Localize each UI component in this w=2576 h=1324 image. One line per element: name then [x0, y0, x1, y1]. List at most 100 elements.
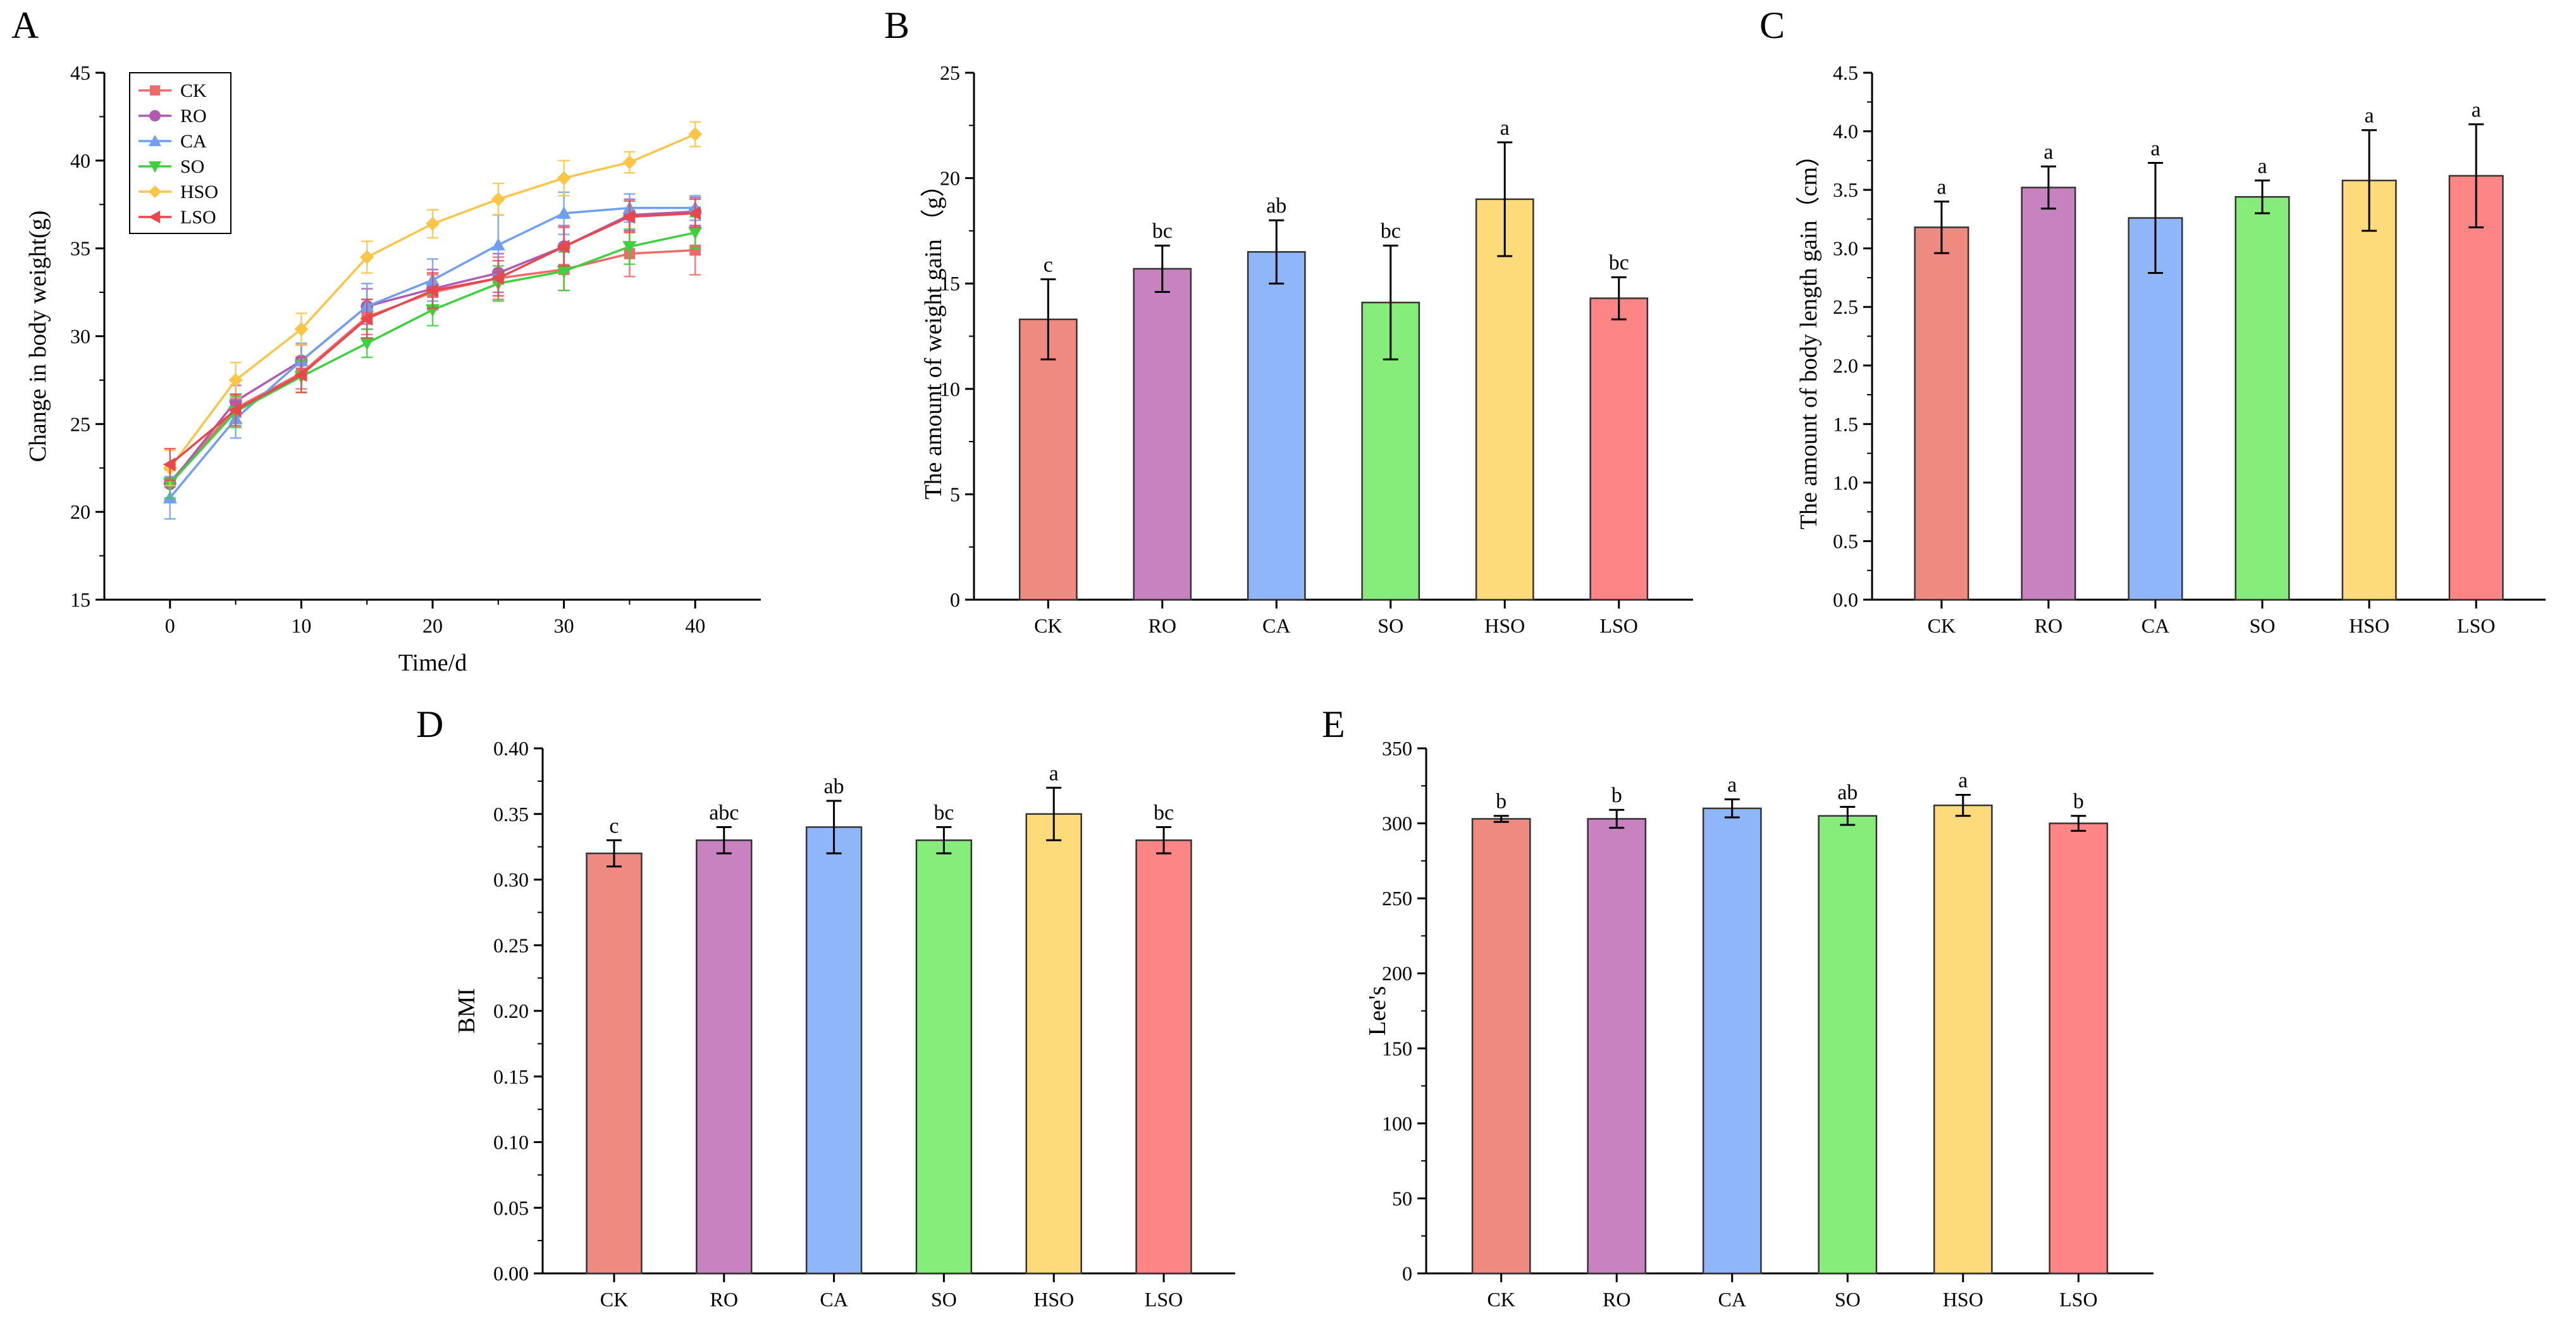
bar-so	[1818, 815, 1878, 1275]
legend-label: CA	[180, 131, 207, 152]
x-tick-label: LSO	[1599, 614, 1637, 637]
x-tick-label: RO	[710, 1288, 738, 1311]
marker-triangle-left	[491, 271, 504, 285]
x-tick-label: 20	[422, 614, 443, 637]
bar-ro	[2021, 187, 2076, 601]
x-tick-label: CA	[820, 1288, 847, 1311]
marker-triangle-left	[557, 239, 570, 254]
panel-D: D 0.00 0.05 0.10 0.15 0.20 0.25 0.30 0.35 0.40 BMI…	[416, 703, 1235, 1311]
y-axis-title: The amount of body length gain（cm）	[1796, 143, 1822, 529]
bar-ro	[1587, 818, 1647, 1275]
y-tick-label: 0.0	[1833, 588, 1858, 611]
legend-box	[129, 72, 231, 234]
bar-so	[2234, 195, 2290, 601]
marker-diamond	[622, 155, 637, 170]
marker-triangle-up	[557, 206, 571, 219]
y-tick-label: 5	[950, 483, 960, 505]
x-tick-label: RO	[1603, 1288, 1630, 1311]
x-tick-label: HSO	[1943, 1288, 1983, 1311]
x-tick-label: SO	[2250, 614, 2276, 637]
significance-letter: a	[2257, 154, 2267, 178]
y-tick-label: 0.25	[493, 934, 529, 956]
y-tick-label: 15	[70, 588, 90, 611]
bar-ck	[1914, 226, 1969, 601]
significance-letter: a	[1049, 762, 1059, 785]
marker-triangle-left	[360, 311, 373, 326]
bar-hso	[1475, 198, 1534, 601]
marker-diamond	[426, 216, 440, 231]
x-axis-title: Time/d	[398, 650, 467, 676]
y-tick-label: 350	[1382, 737, 1412, 760]
marker-square	[150, 85, 160, 96]
x-tick-label: CK	[600, 1288, 628, 1311]
y-tick-label: 4.0	[1833, 120, 1858, 143]
bar-ca	[2128, 217, 2183, 601]
marker-diamond	[557, 171, 571, 185]
marker-triangle-down	[557, 265, 571, 278]
y-tick-label: 0.5	[1833, 529, 1858, 552]
x-tick-label: 0	[165, 614, 175, 637]
marker-diamond	[294, 322, 309, 337]
y-tick-label: 0.15	[493, 1065, 529, 1088]
marker-triangle-down	[360, 337, 374, 350]
panel-C: C 0.0 0.5 1.0 1.5 2.0 2.5 3.0 3.5 4.0 4.5 The amoun…	[1759, 4, 2546, 637]
marker-triangle-up	[149, 135, 161, 146]
series-hso	[163, 121, 703, 486]
x-tick-label: CA	[1718, 1288, 1746, 1311]
y-tick-label: 25	[940, 61, 960, 84]
bar-lso	[2448, 175, 2504, 601]
marker-triangle-down	[149, 161, 161, 173]
panel-A: A 15 20 25 30 35 40 45 Change in body weight(g) 0…	[11, 4, 761, 676]
series-ro	[163, 196, 702, 500]
panel-B: B 0 5 10 15 20 25 The amount of weight gain （g）…	[884, 4, 1693, 637]
marker-triangle-down	[688, 226, 703, 240]
significance-letter: bc	[1152, 220, 1173, 243]
y-tick-label: 0.30	[493, 869, 529, 891]
significance-letter: b	[1496, 790, 1507, 814]
y-tick-label: 2.0	[1833, 354, 1858, 377]
series-lso	[163, 198, 701, 481]
significance-letter: c	[609, 814, 619, 838]
significance-letter: ab	[824, 775, 844, 798]
panel-letter: A	[11, 4, 39, 46]
y-tick-label: 4.5	[1833, 61, 1858, 84]
legend-label: HSO	[180, 182, 218, 202]
y-tick-label: 100	[1382, 1112, 1412, 1135]
y-tick-label: 300	[1382, 812, 1412, 835]
panel-letter: C	[1759, 4, 1785, 46]
y-axis-title: BMI	[453, 988, 480, 1034]
significance-letter: ab	[1837, 781, 1858, 804]
panel-E: E050100150200250300350Lee'sbCKbROaCAabSO…	[1322, 703, 2154, 1311]
x-tick-label: CK	[1928, 614, 1956, 637]
significance-letter: a	[1727, 774, 1737, 797]
y-tick-label: 3.0	[1833, 237, 1858, 260]
bar-ck	[1018, 318, 1078, 601]
panel-letter: B	[884, 4, 909, 46]
marker-triangle-left	[622, 209, 636, 224]
x-tick-label: SO	[931, 1288, 957, 1311]
y-tick-label: 15	[940, 272, 960, 295]
y-tick-label: 250	[1382, 887, 1412, 910]
bar-lso	[1135, 839, 1192, 1275]
significance-letter: bc	[934, 801, 954, 825]
y-tick-label: 20	[940, 167, 960, 190]
marker-square	[689, 244, 701, 256]
legend: CK RO CA SO HSO LSO	[129, 72, 231, 234]
y-tick-label: 45	[70, 61, 90, 84]
x-tick-label: 40	[685, 614, 705, 637]
y-tick-label: 10	[940, 378, 960, 400]
bar-so	[915, 839, 973, 1275]
significance-letter: c	[1044, 254, 1053, 277]
significance-letter: a	[2365, 104, 2374, 128]
marker-triangle-left	[228, 403, 242, 418]
y-tick-label: 20	[70, 500, 90, 523]
bar-ck	[586, 852, 643, 1275]
significance-letter: a	[1500, 116, 1510, 140]
bar-ca	[1247, 251, 1306, 601]
y-tick-label: 35	[70, 237, 90, 260]
marker-triangle-left	[426, 283, 438, 298]
significance-letter: a	[1958, 769, 1968, 793]
x-tick-label: CK	[1487, 1288, 1515, 1311]
x-tick-label: RO	[2035, 614, 2062, 637]
